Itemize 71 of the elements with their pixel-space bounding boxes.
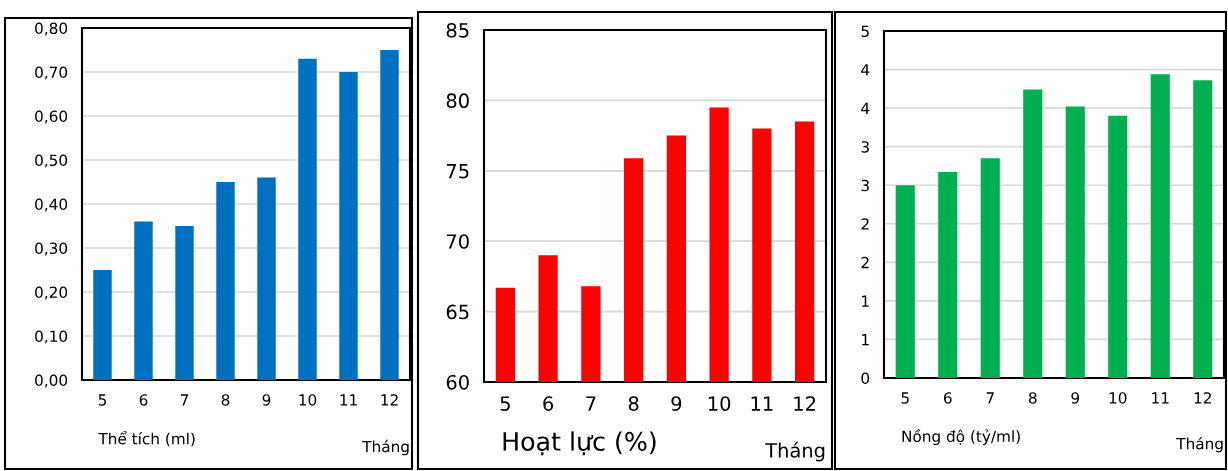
x-tick-label: 8: [1028, 392, 1037, 404]
y-tick-label: 0,50: [35, 154, 68, 168]
x-axis-title: Tháng: [1176, 436, 1223, 453]
bar: [1150, 74, 1170, 378]
bar: [134, 221, 153, 380]
x-tick-label: 8: [221, 394, 230, 406]
y-tick-label: 4: [861, 64, 870, 76]
x-tick-label: 8: [628, 396, 639, 411]
bar: [895, 185, 915, 378]
y-tick-label: 1: [862, 334, 869, 346]
x-axis-title: Tháng: [765, 441, 825, 462]
y-tick-label: 0,10: [35, 330, 68, 344]
y-tick-label: 2: [861, 256, 869, 269]
x-tick-label: 5: [98, 394, 107, 406]
y-tick-label: 0,00: [35, 374, 68, 388]
x-tick-label: 11: [751, 396, 773, 411]
y-tick-label: 0,30: [35, 242, 68, 256]
y-tick-label: 3: [861, 179, 869, 192]
bar: [257, 177, 276, 380]
bar: [938, 172, 958, 378]
y-tick-label: 85: [446, 22, 469, 38]
y-tick-label: 1: [862, 295, 869, 307]
bar: [1065, 106, 1085, 378]
y-tick-label: 0,20: [35, 286, 68, 300]
x-tick-label: 11: [1152, 392, 1169, 404]
bar: [298, 58, 317, 380]
x-tick-label: 6: [543, 396, 554, 411]
x-tick-label: 6: [943, 392, 952, 404]
y-tick-label: 65: [446, 304, 469, 320]
y-tick-label: 0,60: [35, 110, 68, 124]
y-tick-label: 2: [861, 218, 869, 230]
y-tick-label: 70: [446, 234, 469, 249]
x-tick-label: 9: [262, 394, 271, 406]
x-tick-label: 12: [381, 394, 398, 406]
y-tick-label: 0: [861, 372, 870, 385]
y-tick-label: 4: [861, 102, 870, 114]
x-tick-label: 10: [299, 394, 317, 406]
x-tick-label: 5: [500, 396, 510, 411]
x-tick-label: 6: [139, 394, 148, 406]
bar: [380, 50, 399, 380]
y-tick-label: 80: [446, 93, 469, 109]
x-tick-label: 10: [708, 396, 731, 411]
y-tick-label: 60: [446, 374, 469, 390]
x-tick-label: 9: [1071, 392, 1080, 404]
y-tick-label: 75: [446, 164, 469, 179]
y-tick-label: 0,80: [35, 22, 68, 36]
x-tick-label: 7: [986, 392, 994, 404]
x-tick-label: 5: [901, 392, 909, 404]
x-axis-title: Tháng: [362, 439, 409, 456]
y-tick-label: 0,40: [35, 198, 68, 212]
y-tick-label: 3: [861, 141, 869, 153]
text: Hoạt lực (%): [503, 431, 656, 456]
bar: [93, 270, 112, 380]
text: Thể tích (ml): [98, 431, 195, 447]
x-tick-label: 11: [340, 394, 357, 406]
x-tick-label: 9: [671, 396, 682, 411]
x-tick-label: 7: [180, 394, 189, 406]
bar: [980, 158, 1000, 378]
x-tick-label: 12: [1194, 392, 1211, 404]
bar: [1108, 115, 1128, 378]
text: Nồng độ (tỷ/ml): [902, 428, 1020, 446]
bar: [1023, 89, 1043, 378]
x-tick-label: 7: [586, 396, 596, 411]
bar: [339, 72, 358, 380]
x-tick-label: 10: [1109, 392, 1127, 404]
y-tick-label: 5: [861, 25, 869, 38]
bar: [216, 182, 235, 380]
bar: [175, 226, 194, 380]
y-tick-label: 0,70: [35, 66, 68, 80]
x-tick-label: 12: [794, 396, 816, 411]
bar: [1193, 80, 1213, 378]
